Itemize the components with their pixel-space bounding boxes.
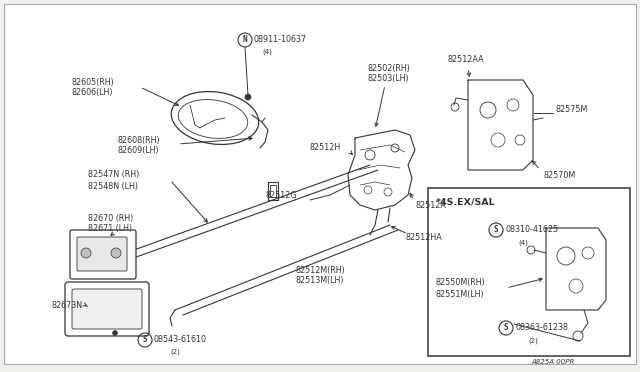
- Text: 08543-61610: 08543-61610: [154, 336, 207, 344]
- Text: S: S: [493, 225, 499, 234]
- Text: 82512A: 82512A: [415, 201, 446, 209]
- Circle shape: [245, 94, 251, 100]
- Text: 82512M(RH): 82512M(RH): [295, 266, 345, 275]
- Text: 82512G: 82512G: [265, 190, 296, 199]
- Text: 82670 (RH): 82670 (RH): [88, 214, 133, 222]
- Text: 82548N (LH): 82548N (LH): [88, 182, 138, 190]
- FancyBboxPatch shape: [70, 230, 136, 279]
- Text: N: N: [243, 35, 247, 45]
- Text: 82671 (LH): 82671 (LH): [88, 224, 132, 234]
- FancyBboxPatch shape: [72, 289, 142, 329]
- Text: S: S: [143, 336, 147, 344]
- Text: S: S: [504, 324, 508, 333]
- Text: 82547N (RH): 82547N (RH): [88, 170, 140, 180]
- FancyBboxPatch shape: [428, 188, 630, 356]
- Text: 82513M(LH): 82513M(LH): [295, 276, 344, 285]
- Text: 82575M: 82575M: [555, 106, 588, 115]
- Text: 82502(RH): 82502(RH): [368, 64, 411, 73]
- Text: (2): (2): [528, 338, 538, 344]
- Circle shape: [81, 248, 91, 258]
- Text: 82503(LH): 82503(LH): [368, 74, 410, 83]
- Text: 82550M(RH): 82550M(RH): [436, 279, 486, 288]
- Text: 82609(LH): 82609(LH): [118, 147, 159, 155]
- FancyBboxPatch shape: [65, 282, 149, 336]
- Text: 82512AA: 82512AA: [448, 55, 484, 64]
- Text: 82551M(LH): 82551M(LH): [436, 291, 484, 299]
- Text: 82512H: 82512H: [310, 144, 341, 153]
- Text: (4): (4): [262, 49, 272, 55]
- Text: *4S.EX/SAL: *4S.EX/SAL: [436, 198, 495, 206]
- Text: 82512HA: 82512HA: [405, 234, 442, 243]
- Text: 82606(LH): 82606(LH): [72, 89, 113, 97]
- Circle shape: [111, 248, 121, 258]
- Text: 08363-61238: 08363-61238: [515, 324, 568, 333]
- Text: 08911-10637: 08911-10637: [254, 35, 307, 45]
- Text: (2): (2): [170, 349, 180, 355]
- Text: 82608(RH): 82608(RH): [118, 135, 161, 144]
- Text: 82673N: 82673N: [52, 301, 83, 310]
- Text: 82570M: 82570M: [543, 170, 575, 180]
- Circle shape: [113, 330, 118, 336]
- FancyBboxPatch shape: [77, 237, 127, 271]
- Text: 82605(RH): 82605(RH): [72, 77, 115, 87]
- Text: 08310-41625: 08310-41625: [505, 225, 558, 234]
- Text: (4): (4): [518, 240, 528, 246]
- Text: A825A 00PR: A825A 00PR: [532, 359, 575, 365]
- FancyBboxPatch shape: [4, 4, 636, 364]
